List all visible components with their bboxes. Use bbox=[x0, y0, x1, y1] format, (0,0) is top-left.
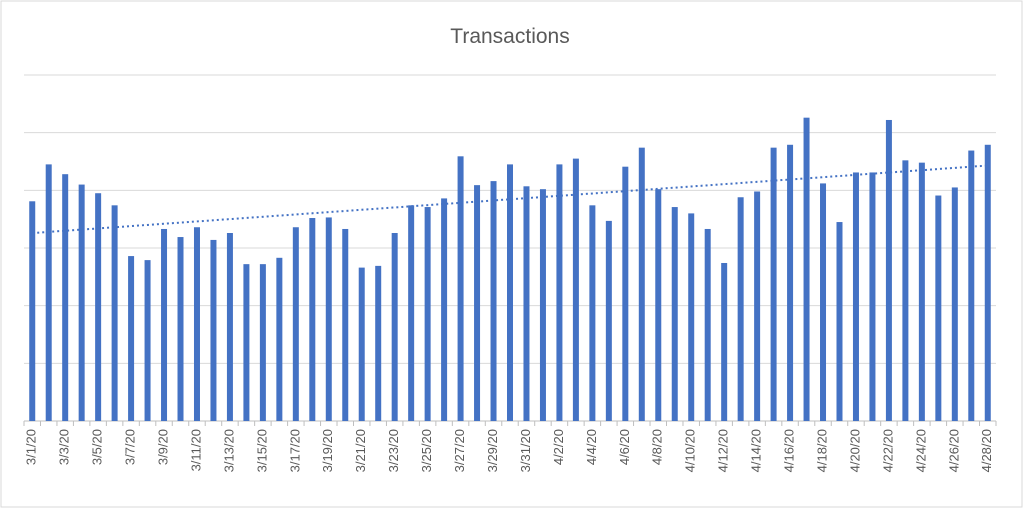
bar bbox=[342, 228, 349, 421]
x-tick-label: 4/26/20 bbox=[946, 429, 961, 472]
bar bbox=[523, 186, 530, 421]
bar bbox=[770, 147, 777, 421]
x-tick-label: 3/23/20 bbox=[386, 429, 401, 472]
bar bbox=[721, 262, 728, 421]
bar bbox=[424, 207, 431, 421]
bar bbox=[638, 147, 645, 421]
x-tick-label: 4/12/20 bbox=[716, 429, 731, 472]
x-tick-label: 4/22/20 bbox=[880, 429, 895, 472]
x-tick-label: 3/5/20 bbox=[90, 429, 105, 465]
bar bbox=[885, 119, 892, 421]
x-tick-label: 3/17/20 bbox=[287, 429, 302, 472]
bar bbox=[144, 260, 151, 421]
bar bbox=[358, 267, 365, 421]
bar bbox=[572, 158, 579, 421]
bar bbox=[754, 191, 761, 421]
bar bbox=[556, 164, 563, 421]
x-tick-label: 4/24/20 bbox=[913, 429, 928, 472]
x-tick-label: 4/18/20 bbox=[814, 429, 829, 472]
bar bbox=[589, 205, 596, 421]
bar bbox=[605, 220, 612, 421]
x-tick-label: 4/10/20 bbox=[683, 429, 698, 472]
x-tick-label: 3/21/20 bbox=[353, 429, 368, 472]
x-tick-label: 3/31/20 bbox=[518, 429, 533, 472]
bar bbox=[836, 222, 843, 421]
x-tick-label: 4/2/20 bbox=[551, 429, 566, 465]
bar bbox=[259, 264, 266, 421]
x-tick-label: 3/13/20 bbox=[221, 429, 236, 472]
x-tick-label: 3/1/20 bbox=[24, 429, 39, 465]
bar bbox=[441, 198, 448, 421]
bar bbox=[803, 117, 810, 421]
bar bbox=[737, 197, 744, 421]
bar bbox=[622, 166, 629, 421]
x-tick-label: 4/28/20 bbox=[979, 429, 994, 472]
x-tick-label: 3/27/20 bbox=[452, 429, 467, 472]
bar bbox=[111, 205, 118, 421]
bar bbox=[935, 195, 942, 421]
x-tick-label: 3/7/20 bbox=[123, 429, 138, 465]
bar bbox=[226, 233, 233, 421]
bar bbox=[193, 227, 200, 421]
x-tick-label: 3/25/20 bbox=[419, 429, 434, 472]
bar bbox=[457, 156, 464, 421]
bar bbox=[869, 172, 876, 421]
bar bbox=[161, 228, 168, 421]
bar bbox=[918, 162, 925, 422]
bar bbox=[474, 185, 481, 421]
bar bbox=[852, 172, 859, 421]
bar bbox=[276, 257, 283, 421]
bar bbox=[902, 160, 909, 421]
bar bbox=[177, 237, 184, 421]
bar bbox=[45, 164, 52, 421]
x-tick-label: 3/15/20 bbox=[254, 429, 269, 472]
bar bbox=[688, 213, 695, 421]
bar bbox=[325, 217, 332, 421]
x-tick-label: 4/14/20 bbox=[749, 429, 764, 472]
x-tick-label: 4/16/20 bbox=[782, 429, 797, 472]
bar bbox=[704, 228, 711, 421]
bar bbox=[78, 184, 85, 421]
x-tick-label: 3/29/20 bbox=[485, 429, 500, 472]
bar bbox=[490, 181, 497, 421]
x-tick-label: 4/6/20 bbox=[617, 429, 632, 465]
bar bbox=[968, 150, 975, 421]
bar bbox=[507, 164, 513, 421]
x-tick-label: 3/19/20 bbox=[320, 429, 335, 472]
bar bbox=[984, 144, 991, 421]
bar bbox=[820, 183, 827, 421]
bar bbox=[29, 201, 36, 421]
x-tick-label: 4/8/20 bbox=[650, 429, 665, 465]
bar bbox=[309, 218, 316, 421]
x-tick-label: 4/20/20 bbox=[847, 429, 862, 472]
x-tick-label: 3/9/20 bbox=[155, 429, 170, 465]
bar bbox=[787, 144, 794, 421]
bar bbox=[655, 189, 662, 421]
bar bbox=[951, 187, 958, 421]
bar bbox=[375, 265, 382, 421]
bar bbox=[292, 227, 299, 421]
bar bbox=[95, 193, 102, 421]
chart-title: Transactions bbox=[450, 25, 569, 48]
bar bbox=[62, 174, 69, 421]
x-tick-label: 3/3/20 bbox=[57, 429, 72, 465]
x-tick-label: 4/4/20 bbox=[584, 429, 599, 465]
x-tick-label: 3/11/20 bbox=[188, 429, 203, 471]
bar bbox=[210, 239, 217, 421]
bar bbox=[539, 189, 546, 421]
bar bbox=[671, 207, 678, 421]
bar bbox=[391, 233, 398, 421]
bar bbox=[408, 205, 415, 421]
bar bbox=[128, 256, 135, 421]
bar bbox=[243, 264, 250, 421]
